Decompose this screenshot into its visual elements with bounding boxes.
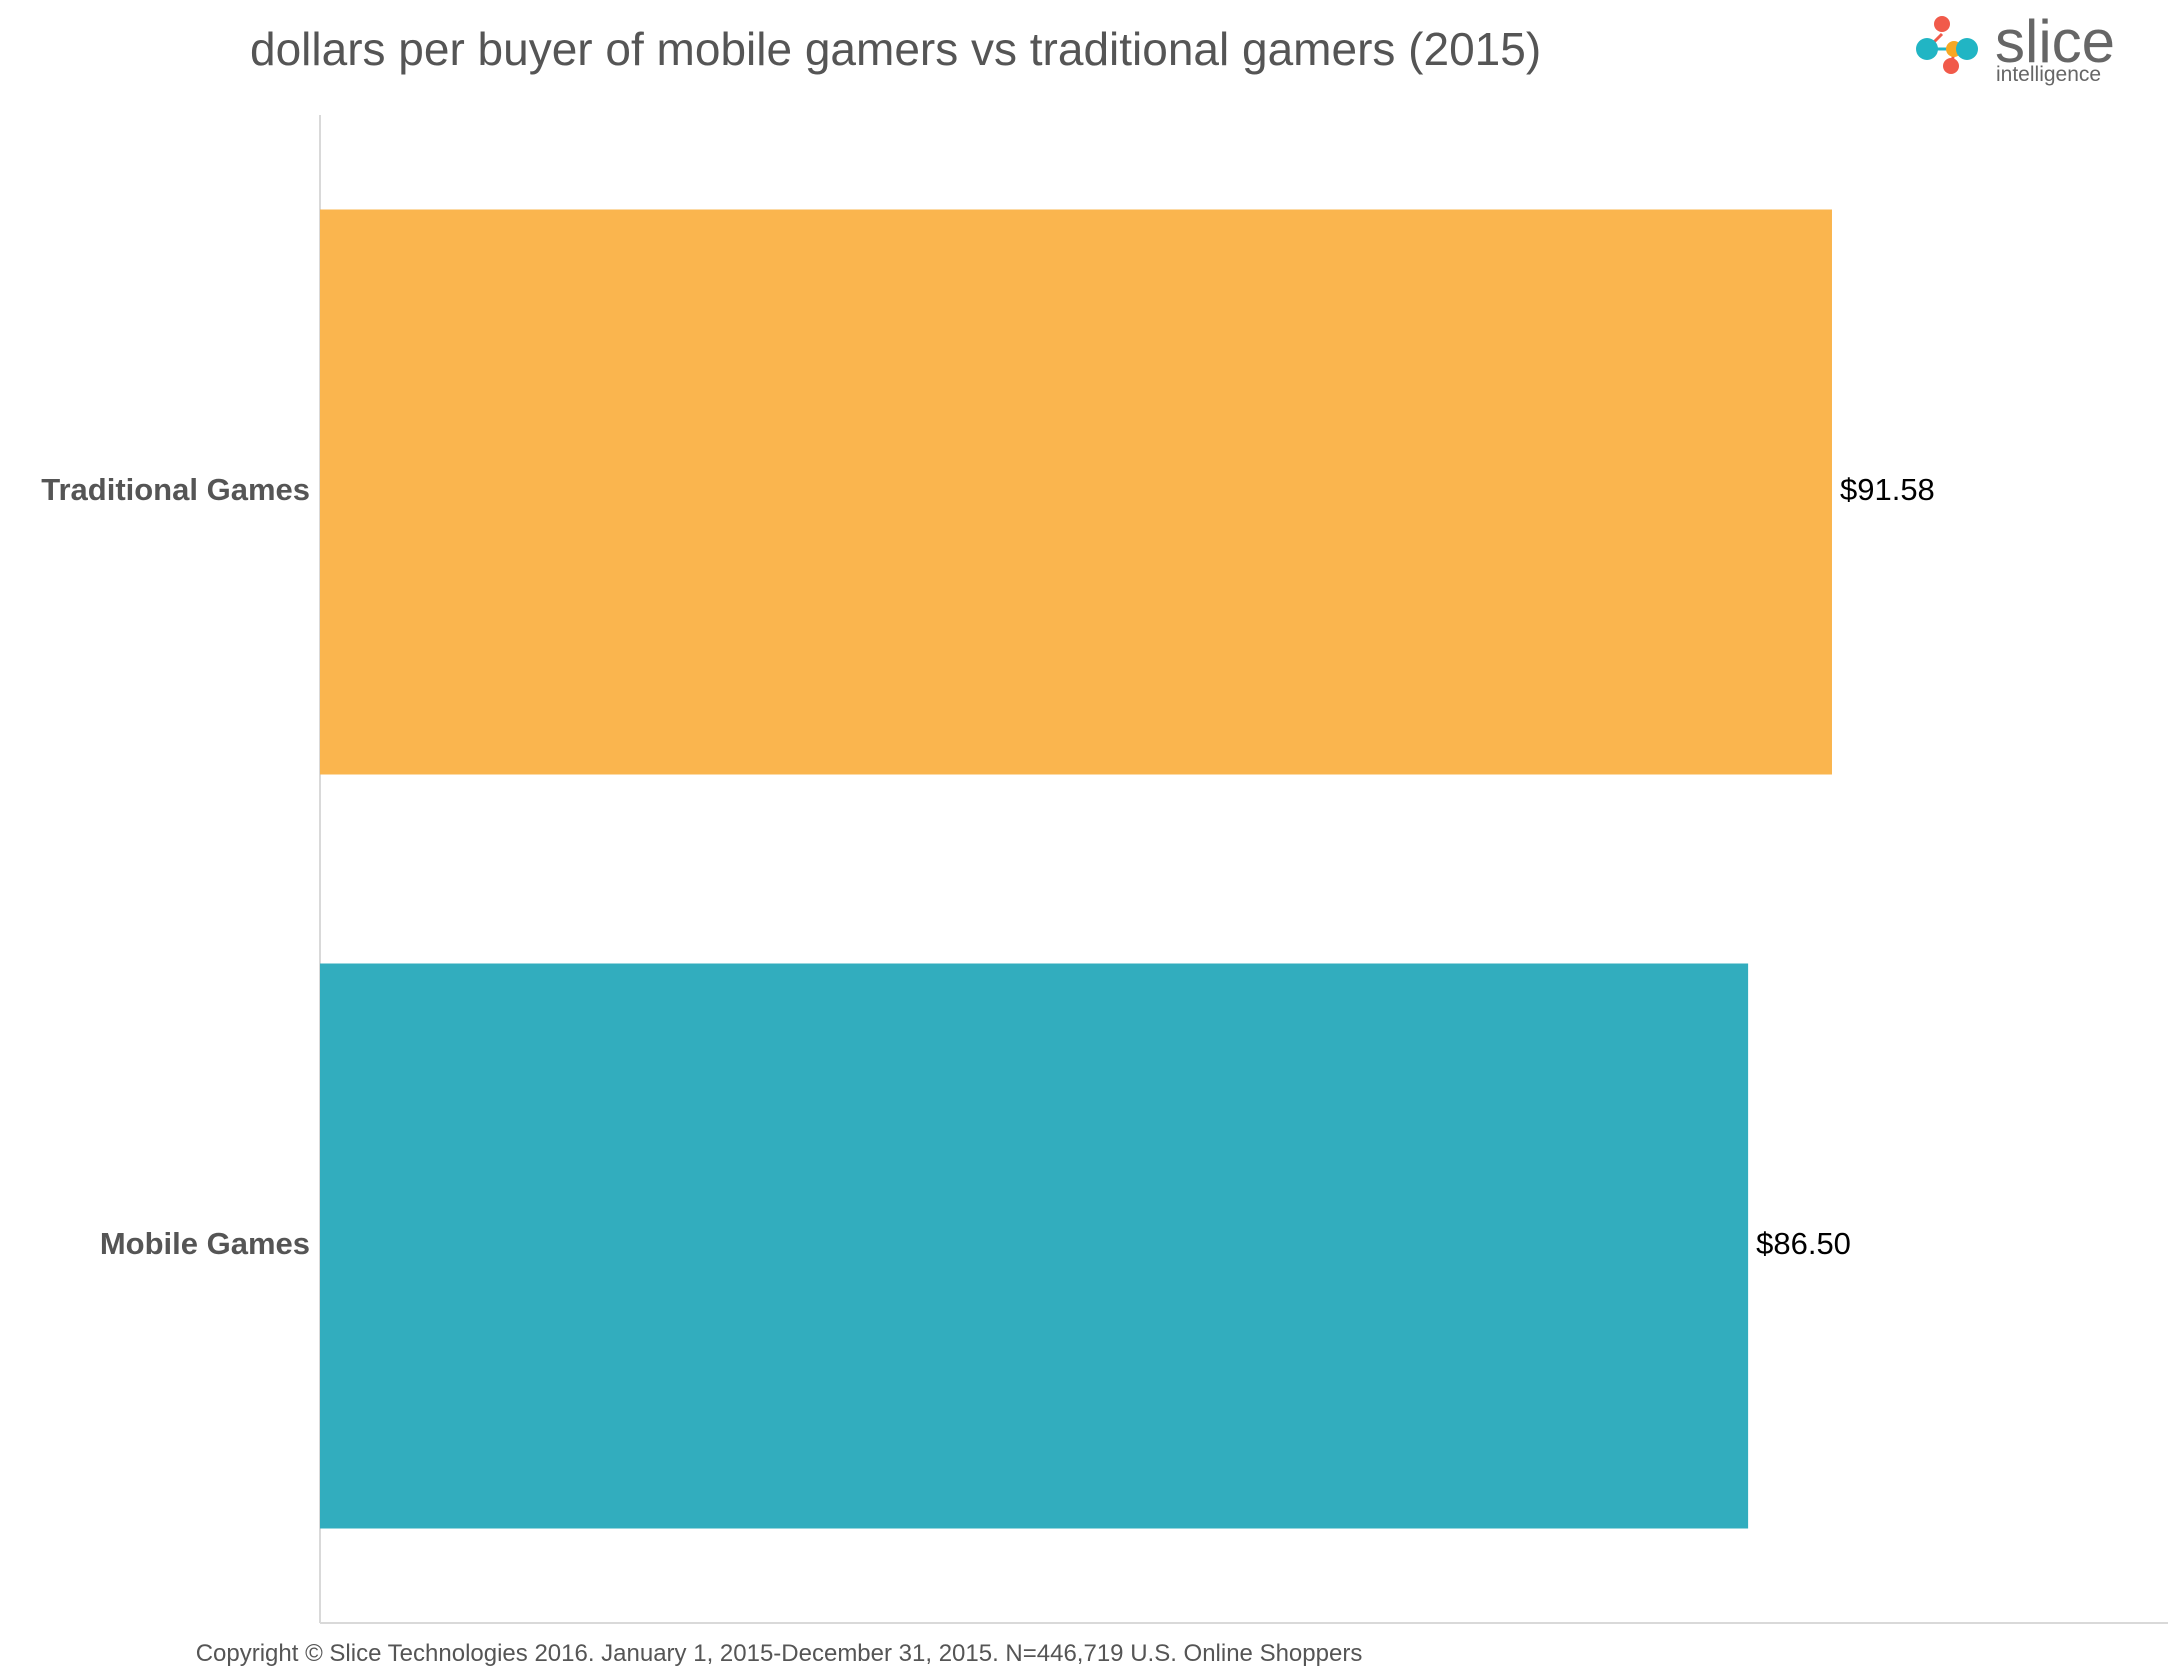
category-label-traditional-games: Traditional Games bbox=[41, 472, 310, 507]
slice-logo: slice intelligence bbox=[1916, 8, 2115, 86]
plot-area: Traditional Games $91.58 Mobile Games $86.5… bbox=[41, 115, 2168, 1624]
logo-mark-icon bbox=[1916, 16, 1978, 74]
value-label-mobile-games: $86.50 bbox=[1756, 1226, 1851, 1261]
category-label-mobile-games: Mobile Games bbox=[100, 1226, 310, 1261]
chart-title: dollars per buyer of mobile gamers vs tr… bbox=[250, 23, 1541, 75]
value-label-traditional-games: $91.58 bbox=[1840, 472, 1935, 507]
bar-traditional-games bbox=[320, 209, 1832, 775]
bar-mobile-games bbox=[320, 963, 1749, 1529]
logo-wordmark: slice bbox=[1995, 8, 2115, 75]
logo-tagline: intelligence bbox=[1996, 63, 2101, 86]
bars-group: Traditional Games $91.58 Mobile Games $86.5… bbox=[41, 209, 1935, 1529]
copyright-footnote: Copyright © Slice Technologies 2016. Jan… bbox=[196, 1640, 1363, 1667]
